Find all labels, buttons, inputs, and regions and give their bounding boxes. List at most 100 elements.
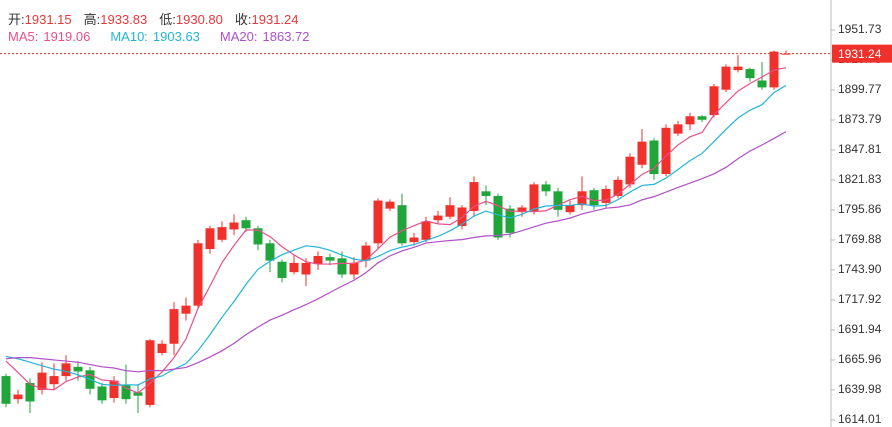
candle-body	[373, 200, 383, 244]
candle-body	[613, 179, 623, 196]
y-tick-label: 1847.81	[838, 142, 882, 156]
candle-body	[13, 394, 23, 400]
y-tick-label: 1951.73	[838, 22, 882, 36]
candle-body	[625, 156, 635, 185]
candle-body	[661, 127, 671, 175]
ma-line	[5, 85, 787, 386]
candle-body	[541, 184, 551, 192]
y-tick-label: 1691.94	[838, 322, 882, 336]
ohlc-value: 1931.15	[24, 12, 72, 27]
candle-body	[301, 262, 311, 275]
ohlc-legend: 开:1931.15 高:1933.83 低:1930.80 收:1931.24	[8, 9, 299, 28]
candle-body	[685, 116, 695, 125]
y-tick-label: 1614.01	[838, 412, 882, 426]
candle-body	[589, 190, 599, 206]
candle-body	[265, 243, 275, 261]
legend-value: 1863.72	[262, 29, 310, 44]
candle-body	[349, 262, 359, 275]
candle-body	[397, 205, 407, 244]
candle-body	[133, 392, 143, 396]
candle-body	[241, 220, 251, 229]
legend-value: 1903.63	[152, 29, 200, 44]
ohlc-item: 低:1930.80	[159, 9, 223, 28]
candle-body	[409, 237, 419, 243]
ohlc-label: 开:	[8, 12, 25, 27]
candle-body	[709, 86, 719, 116]
candle-body	[553, 191, 563, 210]
ohlc-label: 高:	[83, 12, 101, 27]
candle-body	[205, 228, 215, 250]
candle-body	[169, 309, 179, 344]
y-tick-label: 1899.77	[838, 82, 882, 96]
candle-body	[253, 228, 263, 245]
candle-body	[157, 343, 167, 353]
legend-item: MA5: 1919.06	[8, 29, 90, 44]
y-tick-label: 1821.83	[838, 172, 882, 186]
candle-body	[637, 141, 647, 165]
candle-body	[697, 116, 707, 120]
candle-body	[121, 385, 131, 400]
candle-body	[289, 262, 299, 273]
candle-body	[325, 257, 335, 261]
candle-body	[733, 66, 743, 71]
candle-body	[469, 182, 479, 211]
candle-body	[757, 80, 767, 88]
candle-body	[49, 376, 59, 385]
candle-body	[517, 207, 527, 213]
ohlc-item: 开:1931.15	[8, 9, 72, 28]
y-tick-label: 1873.79	[838, 112, 882, 126]
candle-body	[73, 366, 83, 372]
y-tick-label: 1795.86	[838, 202, 882, 216]
legend-name: MA5:	[8, 29, 39, 44]
candle-body	[421, 221, 431, 240]
ohlc-value: 1931.24	[251, 12, 299, 27]
candle-body	[721, 66, 731, 90]
candle-body	[673, 124, 683, 134]
ohlc-label: 低:	[159, 12, 176, 27]
candle-body	[361, 245, 371, 261]
ohlc-item: 高:1933.83	[84, 9, 148, 28]
ohlc-value: 1930.80	[175, 12, 223, 27]
candle-body	[481, 191, 491, 196]
candle-body	[193, 243, 203, 306]
candle-body	[277, 261, 287, 278]
candle-body	[97, 386, 107, 401]
legend-value: 1919.06	[43, 29, 91, 44]
candle-body	[25, 383, 35, 402]
candle-body	[217, 227, 227, 240]
candle-body	[433, 215, 443, 221]
y-tick-label: 1769.88	[838, 232, 882, 246]
candle-body	[577, 191, 587, 206]
price-tag	[832, 44, 892, 63]
y-tick-label: 1639.98	[838, 382, 882, 396]
candle-body	[61, 363, 71, 377]
y-tick-label: 1717.92	[838, 292, 882, 306]
candle-body	[601, 189, 611, 203]
candle-body	[385, 201, 395, 209]
ma-legend: MA5: 1919.06 MA10: 1903.63 MA20: 1863.72	[8, 29, 310, 44]
candle-body	[445, 205, 455, 217]
y-tick-label: 1743.90	[838, 262, 882, 276]
candle-body	[1, 376, 11, 404]
candle-body	[493, 195, 503, 238]
candle-body	[37, 372, 47, 390]
candle-body	[109, 380, 119, 399]
ohlc-item: 收:1931.24	[235, 9, 299, 28]
legend-name: MA20:	[219, 29, 258, 44]
legend-item: MA20: 1863.72	[220, 29, 310, 44]
ma-line	[5, 67, 787, 394]
candle-body	[505, 208, 515, 233]
candle-body	[313, 255, 323, 265]
legend-item: MA10: 1903.63	[110, 29, 200, 44]
candle-body	[145, 340, 155, 405]
ohlc-value: 1933.83	[100, 12, 148, 27]
candle-body	[649, 140, 659, 175]
candle-body	[565, 205, 575, 213]
candle-body	[745, 68, 755, 79]
price-tag-label: 1931.24	[838, 47, 882, 61]
candle-body	[337, 258, 347, 275]
candle-body	[529, 184, 539, 211]
legend-name: MA10:	[110, 29, 148, 44]
